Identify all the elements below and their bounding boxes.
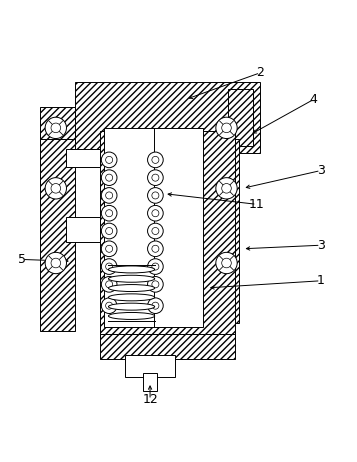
Ellipse shape — [109, 303, 155, 310]
Text: 11: 11 — [249, 198, 265, 211]
Ellipse shape — [109, 285, 155, 292]
Bar — [143, 373, 157, 391]
Text: 4: 4 — [310, 93, 318, 106]
Circle shape — [222, 183, 231, 193]
Circle shape — [222, 258, 231, 268]
Circle shape — [101, 223, 117, 239]
Circle shape — [147, 223, 163, 239]
Circle shape — [152, 302, 159, 309]
Circle shape — [147, 298, 163, 314]
Circle shape — [106, 192, 113, 199]
Circle shape — [106, 302, 113, 309]
Bar — [125, 355, 175, 377]
Circle shape — [147, 170, 163, 185]
Ellipse shape — [109, 294, 155, 301]
Circle shape — [152, 210, 159, 217]
Circle shape — [101, 277, 117, 292]
Circle shape — [152, 156, 159, 164]
Circle shape — [101, 170, 117, 185]
Text: 2: 2 — [256, 66, 264, 79]
Circle shape — [106, 174, 113, 181]
Circle shape — [147, 277, 163, 292]
Circle shape — [216, 117, 237, 139]
Circle shape — [101, 152, 117, 168]
Circle shape — [152, 263, 159, 270]
Circle shape — [51, 258, 61, 268]
Circle shape — [101, 206, 117, 221]
Bar — [104, 128, 203, 327]
Bar — [40, 107, 75, 139]
Circle shape — [147, 241, 163, 256]
Circle shape — [106, 227, 113, 235]
Circle shape — [152, 281, 159, 288]
Circle shape — [101, 259, 117, 274]
Circle shape — [101, 188, 117, 203]
Circle shape — [101, 298, 117, 314]
Text: 12: 12 — [142, 394, 158, 407]
Bar — [66, 217, 100, 242]
Bar — [100, 334, 235, 359]
Text: 3: 3 — [317, 164, 325, 177]
Bar — [75, 82, 260, 153]
Bar — [228, 89, 253, 146]
Ellipse shape — [109, 266, 155, 273]
Circle shape — [216, 252, 237, 274]
Circle shape — [106, 281, 113, 288]
Text: 5: 5 — [18, 253, 26, 266]
Circle shape — [106, 210, 113, 217]
Circle shape — [101, 241, 117, 256]
Circle shape — [147, 259, 163, 274]
Bar — [66, 149, 100, 167]
Circle shape — [106, 263, 113, 270]
Circle shape — [152, 227, 159, 235]
Circle shape — [216, 178, 237, 199]
Circle shape — [51, 183, 61, 193]
Circle shape — [152, 192, 159, 199]
Bar — [40, 131, 75, 331]
Circle shape — [45, 178, 66, 199]
Text: 3: 3 — [317, 239, 325, 252]
Circle shape — [147, 152, 163, 168]
Circle shape — [45, 252, 66, 274]
Bar — [100, 131, 235, 338]
Circle shape — [106, 156, 113, 164]
Circle shape — [147, 206, 163, 221]
Circle shape — [106, 245, 113, 252]
Bar — [203, 139, 239, 323]
Ellipse shape — [109, 312, 155, 319]
Ellipse shape — [109, 275, 155, 282]
Circle shape — [147, 188, 163, 203]
Circle shape — [222, 123, 231, 133]
Text: 1: 1 — [317, 274, 325, 287]
Circle shape — [152, 174, 159, 181]
Circle shape — [45, 117, 66, 139]
Circle shape — [152, 245, 159, 252]
Circle shape — [51, 123, 61, 133]
